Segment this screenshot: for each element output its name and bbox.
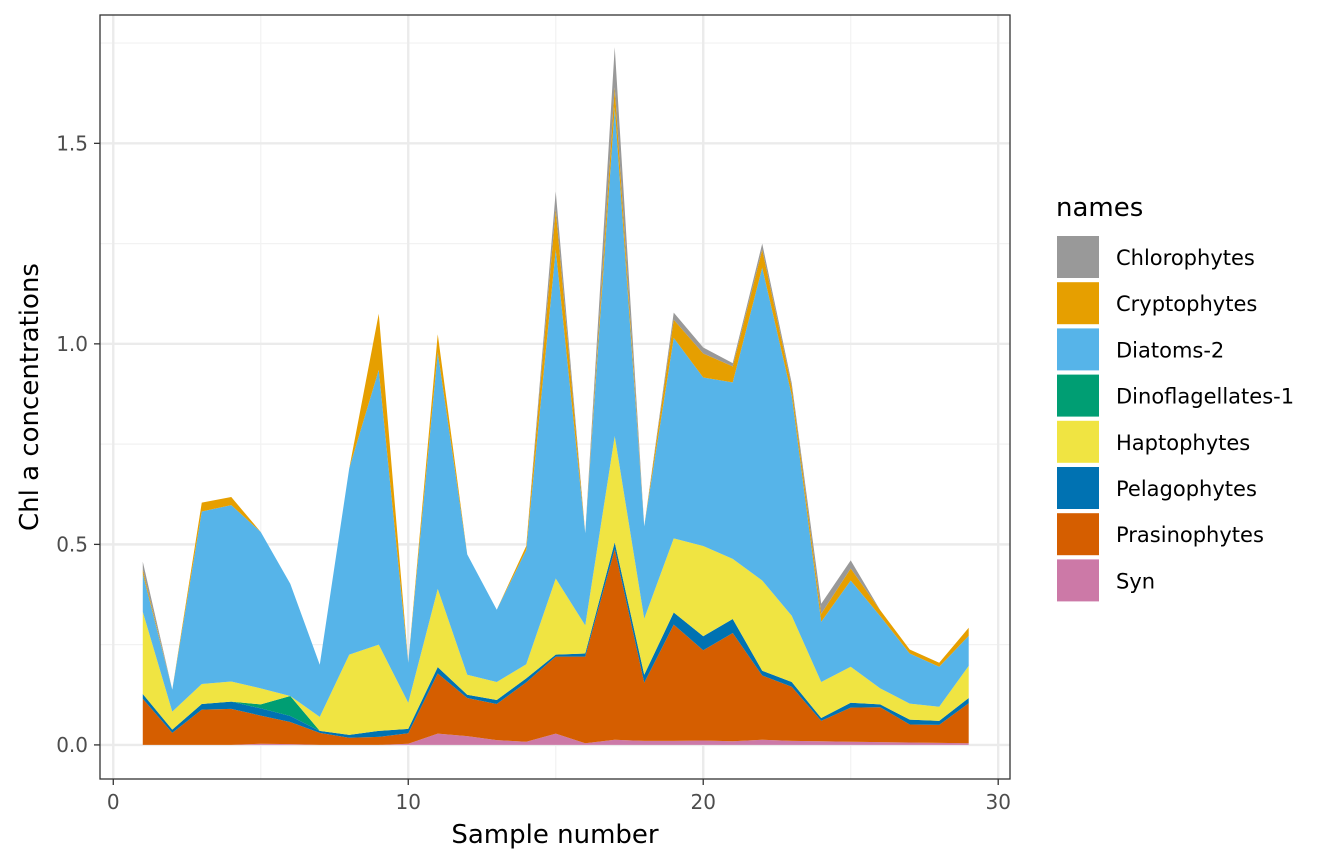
area-diatoms-2 [142, 107, 969, 717]
legend-label-chlorophytes: Chlorophytes [1116, 246, 1255, 270]
x-tick-label: 20 [690, 790, 715, 814]
legend-key-haptophytes [1057, 420, 1099, 463]
legend-label-dinoflagellates-1: Dinoflagellates-1 [1116, 385, 1294, 409]
x-axis-title: Sample number [451, 820, 659, 850]
y-axis-ticks: 0.0 0.5 1.0 1.5 [56, 131, 100, 757]
legend-key-pelagophytes [1057, 467, 1099, 509]
y-tick-label: 1.0 [56, 332, 88, 356]
area-haptophytes [142, 436, 969, 735]
legend-label-cryptophytes: Cryptophytes [1116, 292, 1257, 316]
y-tick-label: 0.0 [56, 733, 88, 757]
panel-border [99, 14, 1011, 780]
legend-label-diatoms-2: Diatoms-2 [1116, 338, 1224, 362]
legend-key-diatoms-2 [1057, 328, 1099, 371]
area-syn [142, 733, 969, 745]
legend-key-dinoflagellates-1 [1057, 374, 1099, 417]
legend-label-pelagophytes: Pelagophytes [1116, 477, 1257, 501]
area-prasinophytes [142, 549, 969, 745]
legend-key-chlorophytes [1057, 236, 1099, 278]
legend-title: names [1056, 193, 1143, 223]
x-tick-label: 0 [107, 790, 120, 814]
legend-label-haptophytes: Haptophytes [1116, 431, 1250, 455]
legend-key-cryptophytes [1057, 282, 1099, 325]
legend-label-syn: Syn [1116, 569, 1155, 593]
legend-items: Chlorophytes Cryptophytes Diatoms-2 Dinofla… [1057, 236, 1294, 602]
legend-label-prasinophytes: Prasinophytes [1116, 523, 1264, 547]
legend: names Chlorophytes Cryptophytes Diatoms-2 D… [1056, 193, 1294, 602]
x-tick-label: 30 [985, 790, 1010, 814]
legend-key-prasinophytes [1057, 513, 1099, 556]
y-tick-label: 1.5 [56, 131, 88, 155]
legend-key-syn [1057, 559, 1099, 602]
y-tick-label: 0.5 [56, 532, 88, 556]
x-axis-ticks: 0 10 20 30 [107, 779, 1011, 814]
y-axis-title: Chl a concentrations [15, 263, 45, 531]
area-series [142, 47, 969, 745]
x-tick-label: 10 [396, 790, 421, 814]
